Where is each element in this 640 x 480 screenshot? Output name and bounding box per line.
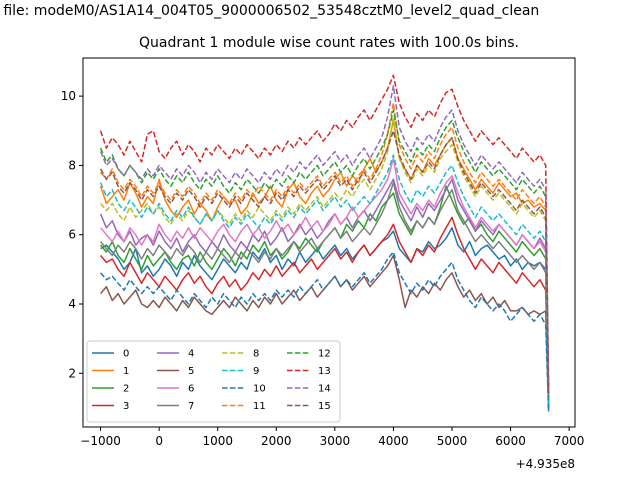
x-tick-label: 1000	[202, 434, 233, 448]
legend-label-6: 6	[188, 384, 194, 395]
legend-label-10: 10	[253, 384, 266, 395]
series-line-10	[100, 251, 550, 412]
legend-label-0: 0	[123, 349, 129, 360]
figure-suptitle: n file: modeM0/AS1A14_004T05_9000006502_…	[0, 3, 540, 19]
series-line-6	[100, 157, 550, 405]
plot-frame	[82, 57, 576, 428]
series-line-0	[100, 227, 550, 412]
legend-label-4: 4	[188, 349, 194, 360]
series-line-4	[99, 178, 550, 402]
legend-box	[86, 340, 341, 423]
legend-label-7: 7	[188, 401, 194, 412]
series-line-3	[100, 216, 550, 408]
chart-title: Quadrant 1 module wise count rates with …	[139, 35, 519, 51]
x-tick-label: −1000	[80, 434, 121, 448]
legend-label-2: 2	[123, 384, 129, 395]
legend-label-1: 1	[123, 366, 129, 377]
legend-label-15: 15	[318, 401, 331, 412]
legend-label-9: 9	[253, 366, 259, 377]
y-tick-label: 6	[68, 228, 76, 242]
x-tick-label: 0	[155, 434, 163, 448]
y-tick-label: 10	[61, 89, 76, 103]
x-tick-label: 4000	[378, 434, 409, 448]
x-tick-label: 5000	[437, 434, 468, 448]
series-layer	[99, 74, 550, 412]
y-tick-label: 2	[68, 366, 76, 380]
x-tick-label: 2000	[261, 434, 292, 448]
x-tick-label: 3000	[320, 434, 351, 448]
y-tick-label: 8	[68, 158, 76, 172]
x-tick-label: 7000	[554, 434, 585, 448]
legend-label-8: 8	[253, 349, 259, 360]
legend-label-3: 3	[123, 401, 129, 412]
series-line-11	[100, 102, 550, 395]
x-tick-label: 6000	[495, 434, 526, 448]
series-line-13	[99, 74, 550, 388]
legend-label-12: 12	[318, 349, 331, 360]
legend-label-5: 5	[188, 366, 194, 377]
legend-label-11: 11	[253, 401, 266, 412]
series-line-15	[99, 130, 550, 395]
series-line-12	[99, 109, 550, 391]
series-line-14	[99, 84, 550, 391]
series-line-8	[100, 116, 550, 398]
series-line-7	[100, 181, 550, 408]
series-line-9	[99, 154, 550, 405]
legend-label-13: 13	[318, 366, 331, 377]
x-offset-label: +4.935e8	[516, 457, 575, 471]
legend-label-14: 14	[318, 384, 331, 395]
y-tick-label: 4	[68, 297, 76, 311]
